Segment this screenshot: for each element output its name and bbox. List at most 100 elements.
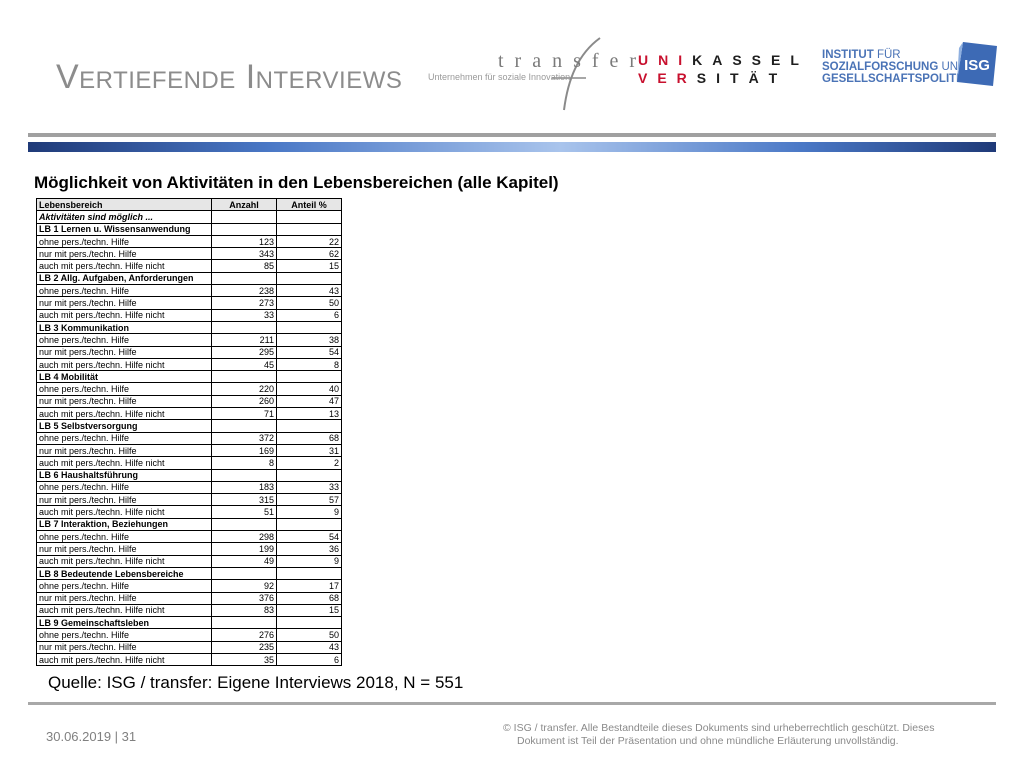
- section-label: LB 1 Lernen u. Wissensanwendung: [36, 222, 212, 236]
- footer-date-page: 30.06.2019 | 31: [46, 729, 137, 744]
- table-caption: Möglichkeit von Aktivitäten in den Leben…: [34, 173, 559, 192]
- row-anzahl: 372: [211, 431, 277, 445]
- institute-name: INSTITUT FÜR SOZIALFORSCHUNG UND GESELLS…: [822, 49, 968, 85]
- row-anzahl: 199: [211, 542, 277, 556]
- row-label: ohne pers./techn. Hilfe: [36, 333, 212, 347]
- row-label: auch mit pers./techn. Hilfe nicht: [36, 554, 212, 568]
- row-anzahl: 238: [211, 284, 277, 298]
- row-anzahl: 298: [211, 530, 277, 544]
- row-anteil: 62: [276, 247, 342, 261]
- row-anzahl: 83: [211, 603, 277, 618]
- isg-badge-text: ISG: [964, 57, 990, 74]
- section-label: LB 8 Bedeutende Lebensbereiche: [36, 566, 212, 581]
- row-anteil: 43: [276, 284, 342, 298]
- row-anteil: 8: [276, 357, 342, 372]
- table-section-row: LB 4 Mobilität: [36, 370, 342, 384]
- section-empty-cell: [276, 271, 342, 286]
- section-empty-cell: [276, 517, 342, 532]
- table-row: auch mit pers./techn. Hilfe nicht 35 6: [36, 652, 342, 667]
- row-anzahl: 376: [211, 591, 277, 605]
- row-anteil: 6: [276, 308, 342, 322]
- table-row: nur mit pers./techn. Hilfe 273 50: [36, 296, 342, 310]
- row-anteil: 40: [276, 382, 342, 396]
- section-empty-cell: [211, 320, 277, 335]
- table-intro-empty: [276, 210, 342, 224]
- institute-line3: GESELLSCHAFTSPOLITIK: [822, 73, 968, 85]
- table-row: auch mit pers./techn. Hilfe nicht 83 15: [36, 603, 342, 618]
- row-label: ohne pers./techn. Hilfe: [36, 234, 212, 249]
- row-anzahl: 211: [211, 333, 277, 347]
- row-anteil: 50: [276, 296, 342, 310]
- institute-line1-b: FÜR: [873, 49, 901, 61]
- table-row: nur mit pers./techn. Hilfe 343 62: [36, 247, 342, 261]
- uni-kassel-line1: UNIKASSEL: [638, 52, 809, 68]
- section-empty-cell: [276, 468, 342, 482]
- section-empty-cell: [276, 370, 342, 384]
- row-anteil: 68: [276, 591, 342, 605]
- section-empty-cell: [211, 616, 277, 630]
- data-table-body: Lebensbereich Anzahl Anteil % Aktivitäte…: [36, 197, 342, 667]
- row-anzahl: 49: [211, 554, 277, 568]
- section-label: LB 9 Gemeinschaftsleben: [36, 616, 212, 630]
- row-label: nur mit pers./techn. Hilfe: [36, 443, 212, 458]
- row-label: nur mit pers./techn. Hilfe: [36, 493, 212, 507]
- section-empty-cell: [276, 566, 342, 581]
- row-anteil: 47: [276, 394, 342, 409]
- row-anzahl: 71: [211, 407, 277, 421]
- table-row: ohne pers./techn. Hilfe 276 50: [36, 628, 342, 642]
- row-anteil: 15: [276, 259, 342, 273]
- table-row: auch mit pers./techn. Hilfe nicht 49 9: [36, 554, 342, 568]
- table-row: ohne pers./techn. Hilfe 123 22: [36, 234, 342, 249]
- row-anteil: 50: [276, 628, 342, 642]
- row-anteil: 43: [276, 640, 342, 654]
- row-label: ohne pers./techn. Hilfe: [36, 284, 212, 298]
- table-row: nur mit pers./techn. Hilfe 315 57: [36, 493, 342, 507]
- row-label: auch mit pers./techn. Hilfe nicht: [36, 603, 212, 618]
- table-row: ohne pers./techn. Hilfe 298 54: [36, 530, 342, 544]
- row-anzahl: 276: [211, 628, 277, 642]
- row-anzahl: 45: [211, 357, 277, 372]
- institute-line2: SOZIALFORSCHUNG: [822, 61, 939, 73]
- section-label: LB 3 Kommunikation: [36, 320, 212, 335]
- table-row: auch mit pers./techn. Hilfe nicht 45 8: [36, 357, 342, 372]
- table-header-row: Lebensbereich Anzahl Anteil %: [36, 197, 342, 212]
- isg-badge-logo: ISG: [955, 40, 999, 88]
- row-anteil: 57: [276, 493, 342, 507]
- section-label: LB 7 Interaktion, Beziehungen: [36, 517, 212, 532]
- section-empty-cell: [211, 517, 277, 532]
- row-anzahl: 295: [211, 345, 277, 359]
- table-section-row: LB 6 Haushaltsführung: [36, 468, 342, 482]
- data-table: Lebensbereich Anzahl Anteil % Aktivitäte…: [36, 197, 342, 667]
- section-label: LB 4 Mobilität: [36, 370, 212, 384]
- row-anzahl: 260: [211, 394, 277, 409]
- row-label: auch mit pers./techn. Hilfe nicht: [36, 308, 212, 322]
- footer-copyright-line2: Dokument ist Teil der Präsentation und o…: [517, 735, 899, 747]
- row-anteil: 17: [276, 579, 342, 593]
- column-header-anzahl: Anzahl: [211, 197, 277, 212]
- row-anzahl: 235: [211, 640, 277, 654]
- table-section-row: LB 5 Selbstversorgung: [36, 419, 342, 433]
- table-section-row: LB 2 Allg. Aufgaben, Anforderungen: [36, 271, 342, 286]
- row-anzahl: 51: [211, 505, 277, 519]
- row-anteil: 36: [276, 542, 342, 556]
- footer-copyright-line1: © ISG / transfer. Alle Bestandteile dies…: [503, 722, 935, 734]
- row-label: nur mit pers./techn. Hilfe: [36, 247, 212, 261]
- row-anteil: 38: [276, 333, 342, 347]
- section-empty-cell: [211, 370, 277, 384]
- isg-badge-icon: ISG: [957, 42, 997, 86]
- row-anzahl: 8: [211, 456, 277, 470]
- page-title: Vertiefende Interviews: [56, 58, 403, 96]
- section-label: LB 2 Allg. Aufgaben, Anforderungen: [36, 271, 212, 286]
- table-row: ohne pers./techn. Hilfe 220 40: [36, 382, 342, 396]
- column-header-anteil: Anteil %: [276, 197, 342, 212]
- table-row: auch mit pers./techn. Hilfe nicht 33 6: [36, 308, 342, 322]
- table-row: nur mit pers./techn. Hilfe 169 31: [36, 443, 342, 458]
- row-anzahl: 169: [211, 443, 277, 458]
- row-label: ohne pers./techn. Hilfe: [36, 382, 212, 396]
- uni-kassel-line2: VERSITÄT: [638, 70, 788, 86]
- section-empty-cell: [211, 566, 277, 581]
- transfer-logo-swoosh: [552, 37, 601, 111]
- transfer-logo-word: transfer: [498, 50, 648, 72]
- row-anteil: 13: [276, 407, 342, 421]
- row-label: auch mit pers./techn. Hilfe nicht: [36, 652, 212, 667]
